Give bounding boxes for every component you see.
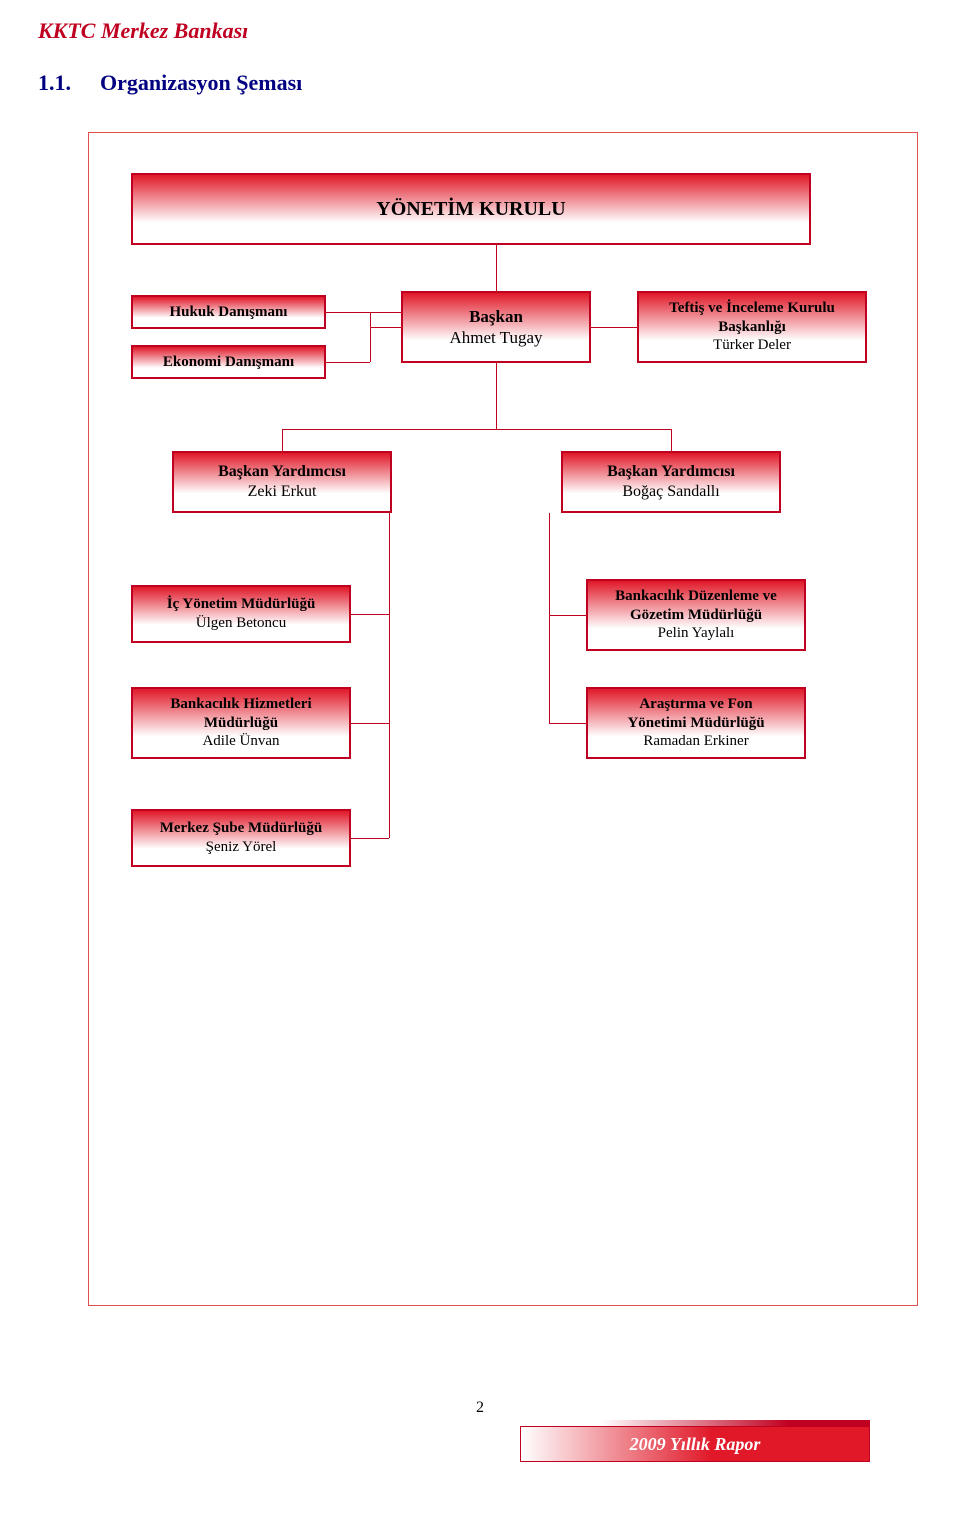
connector-16 xyxy=(549,723,586,724)
org-box-hizmetleri-line2: Müdürlüğü xyxy=(204,714,278,733)
org-box-duzenleme: Bankacılık Düzenleme veGözetim Müdürlüğü… xyxy=(586,579,806,651)
org-box-teftis-line3: Türker Deler xyxy=(713,336,791,355)
org-box-teftis: Teftiş ve İnceleme KuruluBaşkanlığıTürke… xyxy=(637,291,867,363)
org-box-icyonetim-line2: Ülgen Betoncu xyxy=(196,614,286,633)
connector-2 xyxy=(326,362,370,363)
org-box-yard2: Başkan YardımcısıBoğaç Sandallı xyxy=(561,451,781,513)
connector-4 xyxy=(370,327,401,328)
org-box-merkezsube-line1: Merkez Şube Müdürlüğü xyxy=(160,819,323,838)
org-box-yard2-line2: Boğaç Sandallı xyxy=(622,482,719,502)
connector-7 xyxy=(282,429,671,430)
section-number: 1.1. xyxy=(38,70,71,95)
section-title-text: Organizasyon Şeması xyxy=(100,70,302,95)
org-box-yard1-line1: Başkan Yardımcısı xyxy=(218,462,346,482)
org-box-hizmetleri-line1: Bankacılık Hizmetleri xyxy=(170,695,311,714)
org-box-baskan-line1: Başkan xyxy=(469,306,523,327)
connector-13 xyxy=(351,838,389,839)
connector-1 xyxy=(326,312,401,313)
org-box-hukuk-line1: Hukuk Danışmanı xyxy=(170,303,288,322)
footer-text: 2009 Yıllık Rapor xyxy=(630,1434,761,1455)
org-chart-frame: YÖNETİM KURULU Hukuk Danışmanı Ekonomi Dan… xyxy=(88,132,918,1306)
org-box-arastirma-line1: Araştırma ve Fon xyxy=(639,695,752,714)
connector-9 xyxy=(671,429,672,451)
org-box-baskan-line2: Ahmet Tugay xyxy=(449,327,542,348)
connector-14 xyxy=(549,513,550,723)
org-box-icyonetim-line1: İç Yönetim Müdürlüğü xyxy=(167,595,316,614)
connector-8 xyxy=(282,429,283,451)
org-box-merkezsube-line2: Şeniz Yörel xyxy=(206,838,277,857)
org-box-yard1: Başkan YardımcısıZeki Erkut xyxy=(172,451,392,513)
org-box-hizmetleri: Bankacılık HizmetleriMüdürlüğüAdile Ünva… xyxy=(131,687,351,759)
page-header-title: KKTC Merkez Bankası xyxy=(38,18,248,44)
connector-0 xyxy=(496,245,497,291)
org-box-icyonetim: İç Yönetim MüdürlüğüÜlgen Betoncu xyxy=(131,585,351,643)
page-root: KKTC Merkez Bankası 1.1. Organizasyon Şe… xyxy=(0,0,960,1522)
org-box-top: YÖNETİM KURULU xyxy=(131,173,811,245)
org-box-yard1-line2: Zeki Erkut xyxy=(248,482,317,502)
org-box-arastirma-line2: Yönetimi Müdürlüğü xyxy=(627,714,764,733)
connector-10 xyxy=(389,513,390,838)
org-box-baskan: BaşkanAhmet Tugay xyxy=(401,291,591,363)
org-box-teftis-line2: Başkanlığı xyxy=(718,318,786,337)
org-box-ekonomi: Ekonomi Danışmanı xyxy=(131,345,326,379)
connector-11 xyxy=(351,614,389,615)
connector-5 xyxy=(591,327,637,328)
org-box-duzenleme-line3: Pelin Yaylalı xyxy=(658,624,735,643)
org-box-arastirma: Araştırma ve FonYönetimi MüdürlüğüRamada… xyxy=(586,687,806,759)
org-box-yard2-line1: Başkan Yardımcısı xyxy=(607,462,735,482)
connector-3 xyxy=(370,312,371,362)
connector-15 xyxy=(549,615,586,616)
org-box-teftis-line1: Teftiş ve İnceleme Kurulu xyxy=(669,299,835,318)
org-box-merkezsube: Merkez Şube MüdürlüğüŞeniz Yörel xyxy=(131,809,351,867)
org-box-duzenleme-line1: Bankacılık Düzenleme ve xyxy=(615,587,777,606)
footer-report-label: 2009 Yıllık Rapor xyxy=(520,1426,870,1462)
org-box-duzenleme-line2: Gözetim Müdürlüğü xyxy=(630,606,762,625)
org-box-ekonomi-line1: Ekonomi Danışmanı xyxy=(163,353,294,372)
page-number: 2 xyxy=(0,1399,960,1417)
connector-6 xyxy=(496,363,497,429)
connector-12 xyxy=(351,723,389,724)
org-box-hukuk: Hukuk Danışmanı xyxy=(131,295,326,329)
section-heading: 1.1. Organizasyon Şeması xyxy=(38,70,302,96)
org-box-hizmetleri-line3: Adile Ünvan xyxy=(202,732,279,751)
org-box-top-line1: YÖNETİM KURULU xyxy=(376,197,565,222)
org-box-arastirma-line3: Ramadan Erkiner xyxy=(643,732,748,751)
